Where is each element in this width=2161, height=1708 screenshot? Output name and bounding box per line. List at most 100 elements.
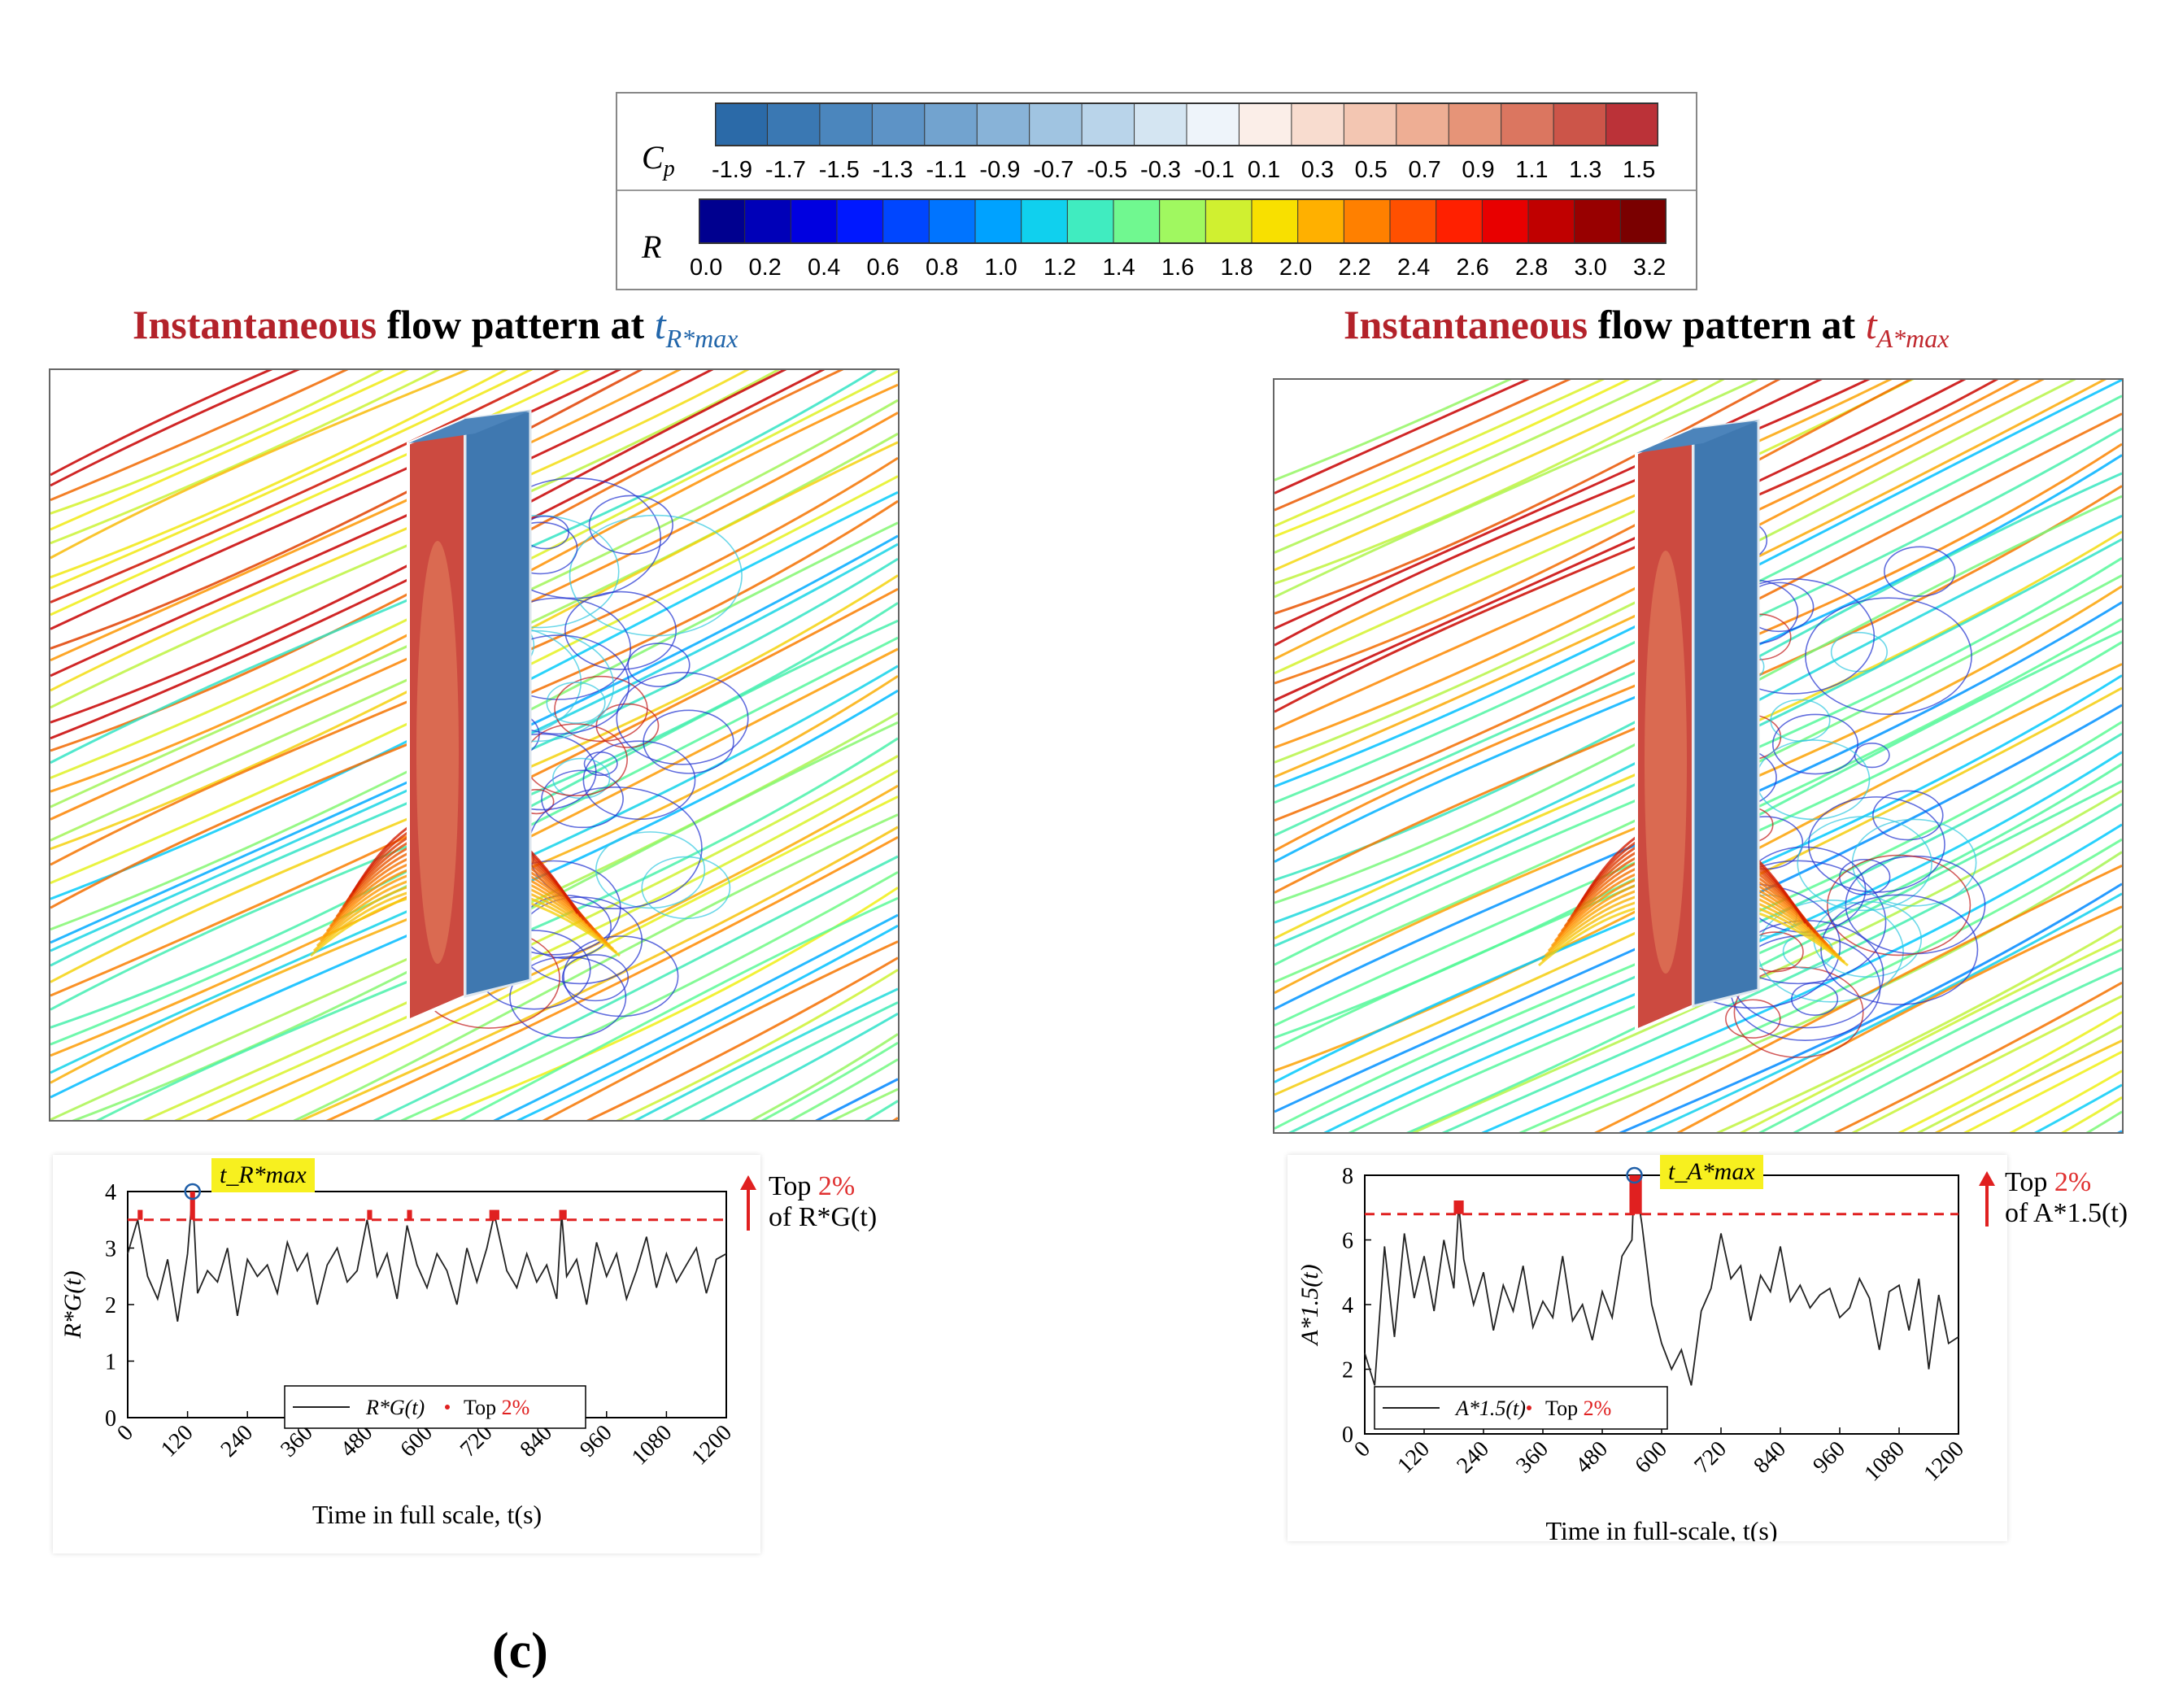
colorbar-swatch bbox=[1389, 198, 1437, 244]
x-tick-label: 1200 bbox=[1919, 1436, 1969, 1487]
r-colorbar-ticks: 0.0 0.2 0.4 0.6 0.8 1.0 1.2 1.4 1.6 1.8 2.0 2.2 2.4 2… bbox=[681, 255, 1681, 284]
colorbar-tick-label: 0.0 bbox=[690, 255, 723, 281]
colorbar-swatch bbox=[1134, 102, 1187, 146]
cp-colorbar-ticks: -1.9 -1.7 -1.5 -1.3 -1.1 -0.9 -0.7 -0.5 -0.3 -0.1… bbox=[699, 157, 1675, 186]
colorbar-swatch bbox=[928, 198, 977, 244]
cp-colorbar-label: Cp bbox=[642, 139, 675, 181]
r-colorbar bbox=[699, 198, 1666, 244]
x-axis-label: Time in full scale, t(s) bbox=[312, 1500, 542, 1529]
colorbar-tick-label: -0.5 bbox=[1087, 157, 1128, 183]
x-tick-label: 0 bbox=[112, 1420, 138, 1446]
colorbar-swatch bbox=[1238, 102, 1292, 146]
colorbar-swatch bbox=[1186, 102, 1240, 146]
colorbar-legend: Cp -1.9 -1.7 -1.5 -1.3 -1.1 -0.9 -0.7 -0.5 -0.3-… bbox=[616, 92, 1697, 290]
colorbar-tick-label: 0.7 bbox=[1408, 157, 1441, 183]
colorbar-tick-label: 1.3 bbox=[1569, 157, 1602, 183]
right-flow-field-image bbox=[1273, 378, 2124, 1134]
top2-marker bbox=[367, 1209, 373, 1220]
y-tick-label: 2 bbox=[1342, 1358, 1353, 1383]
y-tick-label: 4 bbox=[105, 1180, 116, 1205]
legend-top2-label: Top 2% bbox=[1545, 1396, 1611, 1420]
colorbar-swatch bbox=[1343, 198, 1391, 244]
colorbar-swatch bbox=[882, 198, 930, 244]
colorbar-swatch bbox=[871, 102, 926, 146]
colorbar-swatch bbox=[744, 198, 792, 244]
colorbar-tick-label: 0.1 bbox=[1247, 157, 1281, 183]
series-line bbox=[127, 1191, 727, 1322]
colorbar-swatch bbox=[1251, 198, 1299, 244]
colorbar-tick-label: 1.4 bbox=[1102, 255, 1135, 281]
colorbar-swatch bbox=[699, 198, 746, 244]
colorbar-tick-label: 0.5 bbox=[1354, 157, 1388, 183]
colorbar-tick-label: 0.6 bbox=[866, 255, 900, 281]
left-peak-highlight: t_R*max bbox=[211, 1158, 315, 1192]
top2-marker bbox=[1453, 1200, 1464, 1214]
colorbar-tick-label: 2.0 bbox=[1279, 255, 1313, 281]
legend-series-label: R*G(t) bbox=[365, 1396, 425, 1419]
colorbar-swatch bbox=[974, 198, 1022, 244]
legend-top2-label: Top 2% bbox=[464, 1396, 529, 1419]
x-tick-label: 240 bbox=[1452, 1436, 1494, 1479]
x-tick-label: 120 bbox=[1392, 1436, 1435, 1479]
legend-box bbox=[1374, 1386, 1668, 1430]
colorbar-swatch bbox=[1527, 198, 1575, 244]
y-tick-label: 6 bbox=[1342, 1229, 1353, 1254]
colorbar-tick-label: 1.5 bbox=[1623, 157, 1656, 183]
right-flow-title: Instantaneous flow pattern at tA*max bbox=[1344, 302, 1950, 353]
colorbar-tick-label: 3.0 bbox=[1574, 255, 1607, 281]
colorbar-swatch bbox=[1501, 102, 1555, 146]
y-tick-label: 0 bbox=[1342, 1423, 1353, 1448]
x-tick-label: 960 bbox=[1808, 1436, 1850, 1479]
colorbar-tick-label: 0.8 bbox=[926, 255, 959, 281]
colorbar-swatch bbox=[1619, 198, 1666, 244]
colorbar-tick-label: 0.4 bbox=[808, 255, 841, 281]
colorbar-swatch bbox=[1021, 198, 1069, 244]
left-up-arrow-icon bbox=[740, 1175, 756, 1231]
left-top2-note: Top 2% of R*G(t) bbox=[769, 1171, 878, 1232]
colorbar-tick-label: -1.5 bbox=[818, 157, 860, 183]
top2-marker bbox=[407, 1209, 412, 1220]
colorbar-tick-label: 1.0 bbox=[984, 255, 1017, 281]
colorbar-tick-label: -0.1 bbox=[1193, 157, 1235, 183]
x-tick-label: 720 bbox=[1689, 1436, 1732, 1479]
colorbar-swatch bbox=[1066, 198, 1115, 244]
r-colorbar-label: R bbox=[642, 229, 662, 265]
right-peak-highlight: t_A*max bbox=[1660, 1155, 1763, 1189]
colorbar-swatch bbox=[819, 102, 874, 146]
y-tick-label: 1 bbox=[105, 1350, 116, 1375]
y-tick-label: 2 bbox=[105, 1293, 116, 1318]
x-axis-label: Time in full-scale, t(s) bbox=[1546, 1516, 1778, 1541]
right-up-arrow-icon bbox=[1979, 1171, 1995, 1227]
colorbar-swatch bbox=[766, 102, 821, 146]
x-tick-label: 360 bbox=[1511, 1436, 1553, 1479]
colorbar-tick-label: -1.9 bbox=[712, 157, 752, 183]
colorbar-tick-label: -1.3 bbox=[872, 157, 913, 183]
colorbar-swatch bbox=[715, 102, 769, 146]
colorbar-swatch bbox=[1113, 198, 1161, 244]
colorbar-swatch bbox=[1081, 102, 1135, 146]
peak-marker bbox=[184, 1183, 201, 1200]
y-tick-label: 3 bbox=[105, 1237, 116, 1262]
colorbar-tick-label: -0.9 bbox=[979, 157, 1021, 183]
y-tick-label: 4 bbox=[1342, 1293, 1353, 1318]
y-axis-label: R*G(t) bbox=[59, 1270, 86, 1339]
x-tick-label: 0 bbox=[1349, 1436, 1375, 1462]
top2-marker bbox=[190, 1192, 195, 1220]
colorbar-swatch bbox=[1481, 198, 1529, 244]
colorbar-swatch bbox=[790, 198, 839, 244]
colorbar-tick-label: 1.8 bbox=[1220, 255, 1253, 281]
top2-marker bbox=[137, 1209, 143, 1220]
colorbar-tick-label: 1.6 bbox=[1161, 255, 1195, 281]
x-tick-label: 240 bbox=[216, 1420, 259, 1462]
colorbar-swatch bbox=[1606, 102, 1658, 146]
x-tick-label: 600 bbox=[1630, 1436, 1672, 1479]
colorbar-swatch bbox=[1297, 198, 1345, 244]
colorbar-swatch bbox=[1396, 102, 1450, 146]
colorbar-tick-label: 2.6 bbox=[1456, 255, 1489, 281]
cp-colorbar bbox=[715, 102, 1658, 146]
colorbar-tick-label: 2.4 bbox=[1397, 255, 1431, 281]
colorbar-tick-label: 1.2 bbox=[1043, 255, 1077, 281]
y-axis-label: A*1.5(t) bbox=[1296, 1264, 1323, 1346]
colorbar-swatch bbox=[976, 102, 1030, 146]
colorbar-swatch bbox=[1553, 102, 1607, 146]
